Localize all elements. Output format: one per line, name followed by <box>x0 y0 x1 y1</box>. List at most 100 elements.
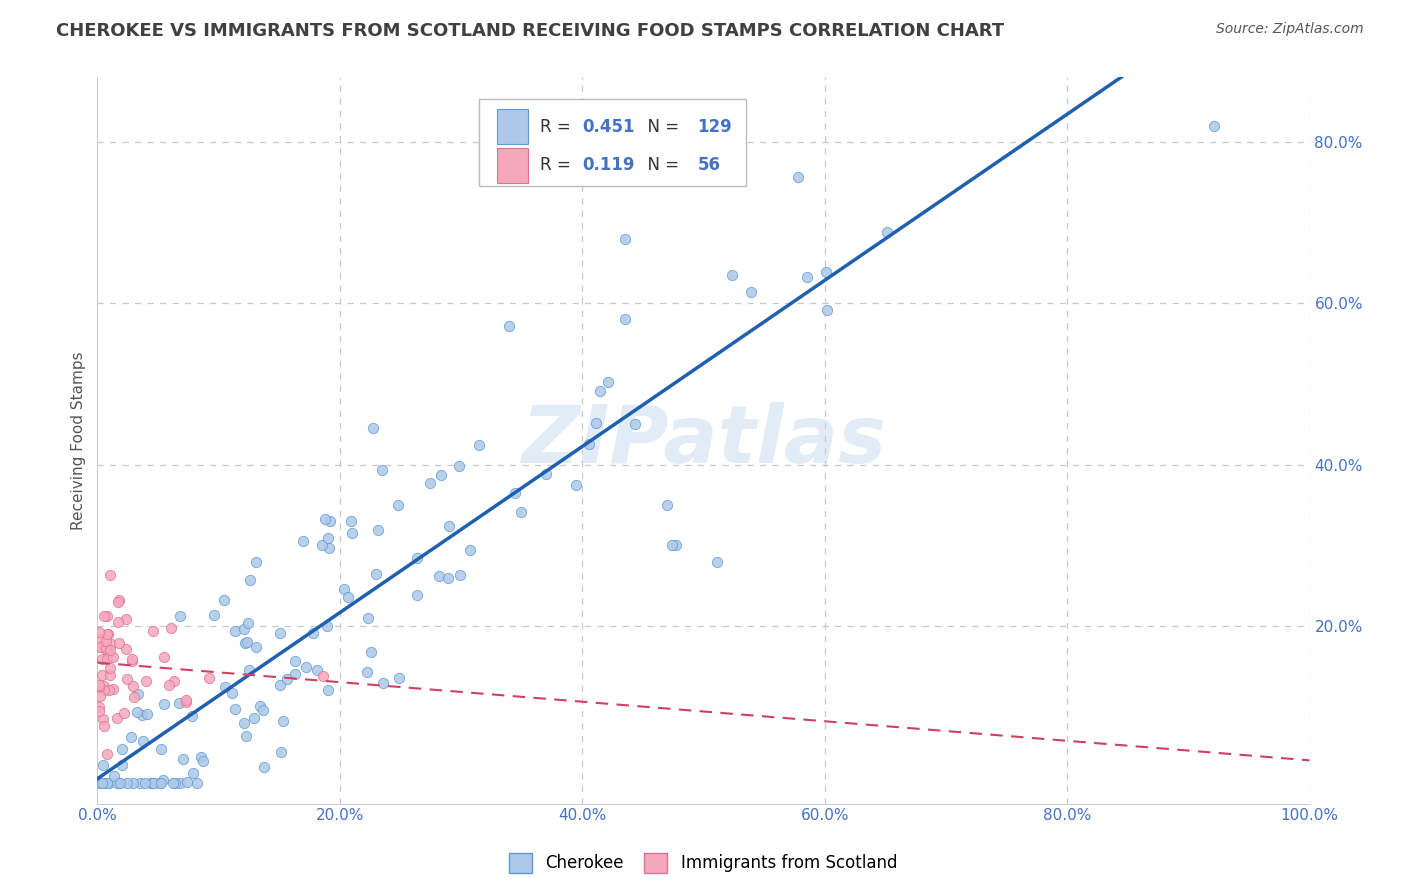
Point <box>87 678 110 692</box>
Point <box>314 512 336 526</box>
Point <box>661 538 683 552</box>
Point <box>364 567 387 582</box>
Point <box>449 568 471 582</box>
Point <box>233 622 256 636</box>
Point <box>163 776 186 790</box>
Point <box>534 467 557 482</box>
Point <box>740 285 762 300</box>
Point <box>361 420 384 434</box>
Point <box>503 486 526 500</box>
Point <box>371 676 394 690</box>
Point <box>142 624 165 638</box>
Point <box>108 776 131 790</box>
Point <box>224 624 246 638</box>
Point <box>419 475 441 490</box>
Point <box>468 438 491 452</box>
Point <box>815 302 838 317</box>
Point <box>238 663 260 677</box>
Point <box>160 621 183 635</box>
Point <box>291 533 314 548</box>
Point <box>333 582 356 596</box>
Point <box>91 776 114 790</box>
Point <box>96 652 118 666</box>
Point <box>105 776 128 790</box>
Point <box>235 729 257 743</box>
Point <box>186 776 208 790</box>
Point <box>87 632 110 646</box>
Point <box>153 697 176 711</box>
Point <box>96 747 118 761</box>
Point <box>97 626 120 640</box>
Point <box>107 595 129 609</box>
Point <box>284 666 307 681</box>
Point <box>100 637 122 651</box>
Point <box>387 498 409 512</box>
Point <box>312 668 335 682</box>
Point <box>90 652 112 666</box>
Point <box>190 750 212 764</box>
Point <box>311 538 333 552</box>
Point <box>276 672 298 686</box>
Point <box>98 661 121 675</box>
Point <box>167 697 190 711</box>
Text: 0.451: 0.451 <box>582 118 634 136</box>
Point <box>655 498 678 512</box>
Point <box>132 734 155 748</box>
Point <box>180 708 202 723</box>
Point <box>252 760 274 774</box>
Point <box>103 769 125 783</box>
Point <box>96 609 118 624</box>
Point <box>510 504 533 518</box>
Text: R =: R = <box>540 118 576 136</box>
Point <box>121 651 143 665</box>
Text: N =: N = <box>637 156 685 174</box>
Point <box>96 626 118 640</box>
Point <box>233 715 256 730</box>
Point <box>107 635 129 649</box>
Point <box>174 695 197 709</box>
Point <box>93 683 115 698</box>
Point <box>111 741 134 756</box>
Point <box>87 624 110 639</box>
FancyBboxPatch shape <box>498 110 527 145</box>
Point <box>814 265 837 279</box>
Point <box>121 654 143 668</box>
Point <box>131 708 153 723</box>
Point <box>97 645 120 659</box>
Point <box>115 612 138 626</box>
Point <box>97 683 120 698</box>
Point <box>340 514 363 528</box>
Point <box>148 776 170 790</box>
Text: 129: 129 <box>697 118 733 136</box>
Point <box>111 757 134 772</box>
Point <box>342 525 364 540</box>
Point <box>613 232 636 246</box>
Point <box>437 570 460 584</box>
Point <box>498 319 520 334</box>
Point <box>665 538 688 552</box>
Point <box>437 519 460 533</box>
Point <box>367 524 389 538</box>
Point <box>152 773 174 788</box>
Point <box>141 776 163 790</box>
Point <box>107 615 129 629</box>
Point <box>129 776 152 790</box>
Point <box>235 635 257 649</box>
Point <box>319 514 342 528</box>
Point <box>318 682 340 697</box>
Point <box>204 607 226 622</box>
Point <box>107 593 129 607</box>
Point <box>578 437 600 451</box>
Point <box>89 680 111 694</box>
Point <box>388 671 411 685</box>
Point <box>127 706 149 720</box>
Point <box>93 719 115 733</box>
Point <box>121 776 143 790</box>
Point <box>318 541 340 555</box>
Point <box>236 615 259 630</box>
Point <box>163 673 186 688</box>
Point <box>96 634 118 648</box>
Point <box>221 686 243 700</box>
Point <box>89 776 111 790</box>
Point <box>90 776 112 790</box>
